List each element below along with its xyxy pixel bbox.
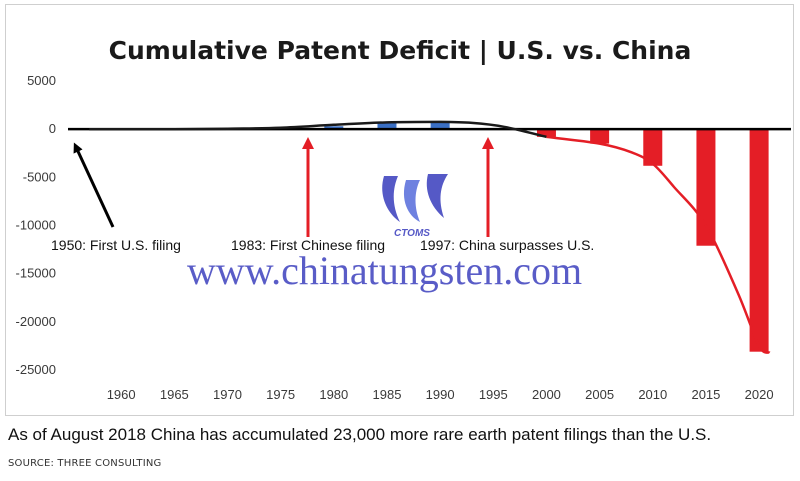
bar-1990 — [430, 122, 450, 130]
y-tick-label: -25000 — [16, 362, 56, 377]
source-note: SOURCE: THREE CONSULTING — [8, 458, 162, 469]
y-axis-ticks: 5000 0 -5000 -10000 -15000 -20000 -25000 — [16, 73, 56, 377]
x-tick-label: 2015 — [691, 387, 720, 402]
watermark-logo-text: CTOMS — [394, 228, 430, 239]
x-tick-label: 2010 — [638, 387, 667, 402]
y-tick-label: 5000 — [27, 73, 56, 88]
chart-container: Cumulative Patent Deficit | U.S. vs. Chi… — [5, 4, 794, 416]
x-tick-label: 1975 — [266, 387, 295, 402]
x-tick-label: 1980 — [319, 387, 348, 402]
ctoms-logo-icon: CTOMS — [382, 174, 448, 239]
watermark: CTOMS www.chinatungsten.com — [187, 174, 582, 293]
x-tick-label: 2020 — [745, 387, 774, 402]
x-tick-label: 1995 — [479, 387, 508, 402]
chart-title: Cumulative Patent Deficit | U.S. vs. Chi… — [109, 36, 692, 65]
trend-curve — [89, 120, 771, 354]
x-tick-label: 2005 — [585, 387, 614, 402]
y-tick-label: -10000 — [16, 218, 56, 233]
bar-1985 — [377, 122, 397, 130]
y-tick-label: 0 — [49, 121, 56, 136]
bar-1980 — [324, 126, 344, 130]
x-tick-label: 1970 — [213, 387, 242, 402]
x-tick-label: 2000 — [532, 387, 561, 402]
x-axis-ticks: 1960 1965 1970 1975 1980 1985 1990 1995 2000 2005… — [107, 387, 774, 402]
bar-2005 — [590, 129, 610, 144]
watermark-text: www.chinatungsten.com — [187, 248, 582, 293]
annotations: 1950: First U.S. filing 1983: First Chin… — [51, 137, 594, 253]
y-tick-label: -20000 — [16, 314, 56, 329]
annotation-1983-label: 1983: First Chinese filing — [231, 237, 385, 253]
chart-caption: As of August 2018 China has accumulated … — [8, 425, 712, 444]
bar-2010 — [643, 129, 663, 166]
chart-svg: Cumulative Patent Deficit | U.S. vs. Chi… — [16, 36, 791, 402]
y-tick-label: -5000 — [23, 169, 56, 184]
x-tick-label: 1985 — [373, 387, 402, 402]
x-tick-label: 1960 — [107, 387, 136, 402]
trend-curve-us-lead — [89, 120, 547, 139]
x-tick-label: 1965 — [160, 387, 189, 402]
x-tick-label: 1990 — [426, 387, 455, 402]
annotation-1997-label: 1997: China surpasses U.S. — [420, 237, 594, 253]
bar-2000 — [536, 129, 556, 137]
bar-2015 — [696, 129, 716, 246]
bar-2020 — [749, 129, 769, 352]
annotation-arrow-1950 — [73, 142, 115, 228]
y-tick-label: -15000 — [16, 266, 56, 281]
trend-curve-china-lead — [546, 135, 771, 354]
annotation-1950-label: 1950: First U.S. filing — [51, 237, 181, 253]
